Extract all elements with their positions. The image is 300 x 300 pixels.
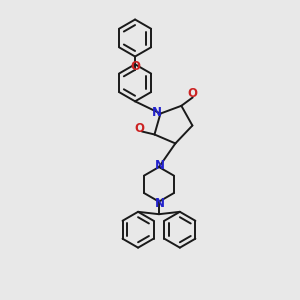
Text: N: N — [155, 159, 165, 172]
Text: N: N — [152, 106, 162, 119]
Text: N: N — [155, 197, 165, 210]
Text: O: O — [134, 122, 145, 135]
Text: O: O — [130, 60, 140, 73]
Text: O: O — [188, 87, 198, 101]
